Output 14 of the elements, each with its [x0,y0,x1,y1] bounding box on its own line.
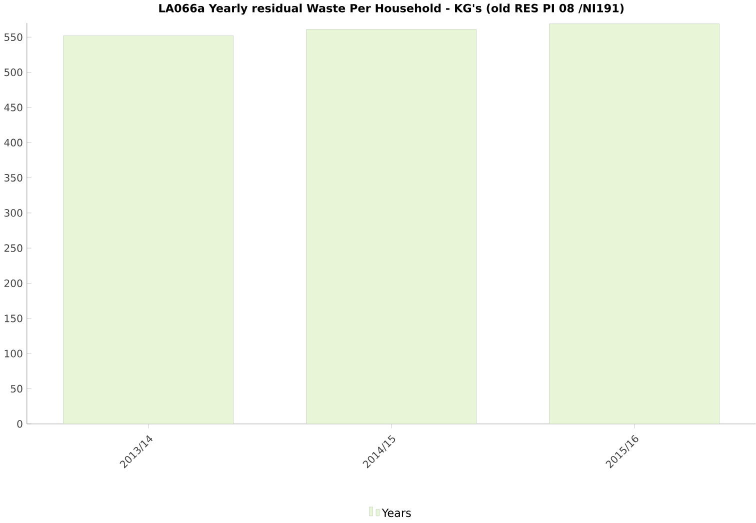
y-tick-label: 300 [4,209,22,217]
y-tick-label: 450 [4,104,22,112]
y-tick-label: 150 [4,314,22,322]
y-tick-label: 350 [4,174,22,182]
y-tick-label: 100 [4,350,22,358]
legend-label: Years [382,508,411,518]
y-tick-label: 500 [4,68,22,76]
y-tick-label: 0 [17,420,22,428]
chart-title: LA066a Yearly residual Waste Per Household - KG's (old RES PI 08 /NI191) [159,4,624,15]
y-tick-label: 50 [10,384,22,393]
y-tick-label: 250 [4,244,22,252]
y-tick-label: 550 [4,33,22,41]
y-tick-label: 400 [4,138,22,146]
y-tick-label: 200 [4,279,22,288]
